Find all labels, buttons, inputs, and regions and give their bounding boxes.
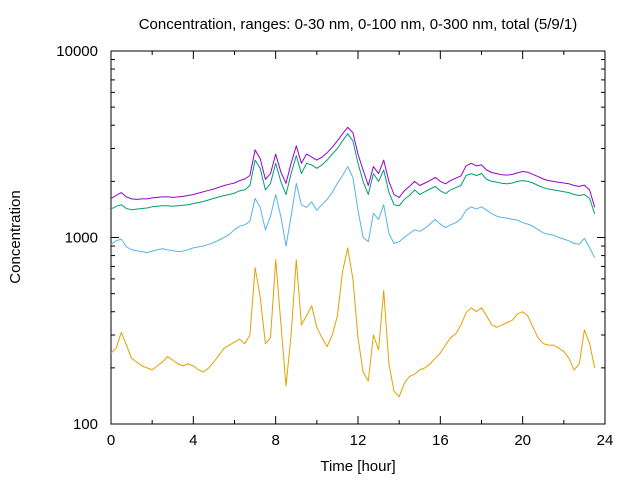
series-line-4: [110, 126, 596, 208]
y-tick-label: 1000: [65, 230, 98, 247]
y-tick-label: 10000: [56, 43, 98, 60]
series-line-2: [110, 166, 596, 258]
x-tick-label: 16: [432, 432, 449, 449]
series-layer: [110, 126, 596, 398]
x-tick-label: 4: [189, 432, 197, 449]
y-axis-label: Concentration: [7, 190, 24, 283]
chart-title: Concentration, ranges: 0-30 nm, 0-100 nm…: [139, 16, 578, 33]
series-line-1: [110, 247, 596, 398]
x-axis-label: Time [hour]: [320, 458, 395, 475]
y-tick-label: 100: [73, 416, 98, 433]
plot-area-frame: [110, 50, 606, 425]
ticks-layer: 0 4 8 12 16 20 24 100 1000 10000: [56, 43, 613, 449]
x-tick-label: 12: [350, 432, 367, 449]
x-tick-label: 24: [597, 432, 614, 449]
series-line-3: [110, 133, 596, 214]
x-tick-label: 0: [107, 432, 115, 449]
x-tick-label: 8: [271, 432, 279, 449]
x-tick-label: 20: [514, 432, 531, 449]
